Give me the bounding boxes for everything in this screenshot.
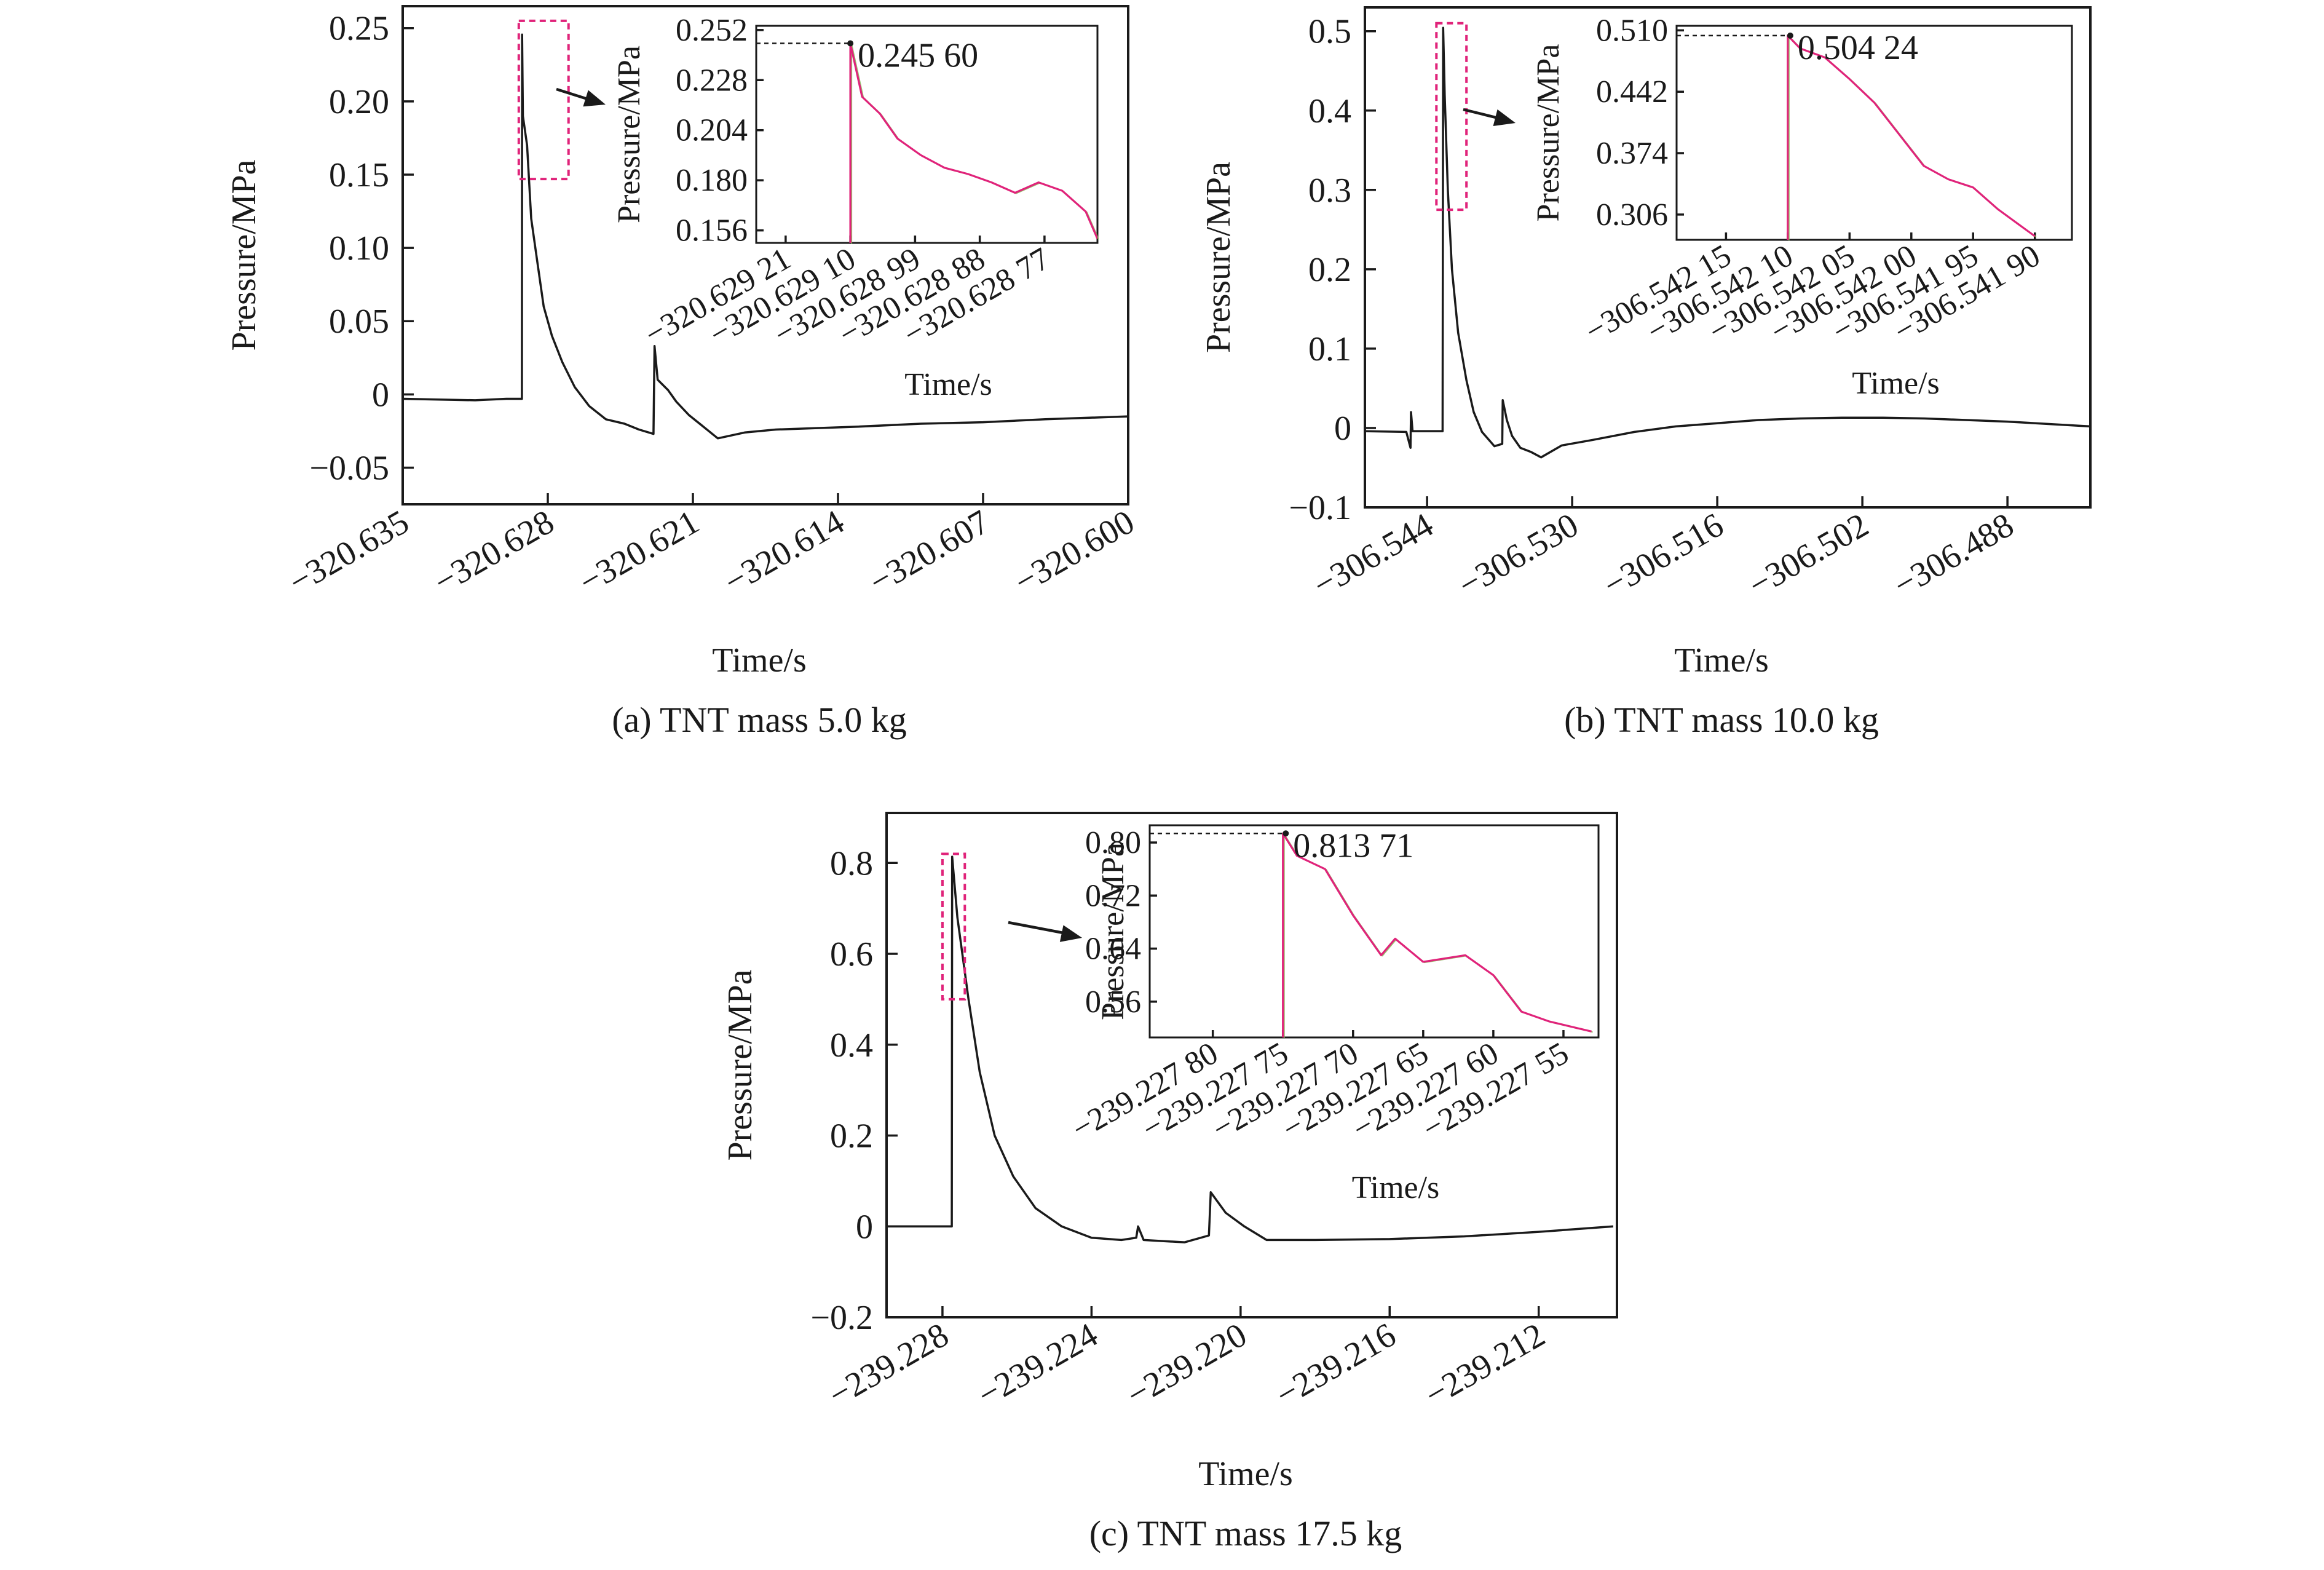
- chart-panel-3: −0.200.20.40.60.8−239.228 −239.224 −239.22…: [721, 812, 1618, 1553]
- peak-value-label: 0.813 71: [1293, 827, 1413, 865]
- x-axis-label: Time/s: [712, 641, 807, 680]
- peak-marker: [1283, 830, 1289, 837]
- inset-x-axis-label: Time/s: [1352, 1170, 1440, 1205]
- inset-y-tick-label: 0.56: [1085, 985, 1141, 1020]
- x-axis-label: Time/s: [1198, 1455, 1293, 1493]
- x-axis-label: Time/s: [1674, 641, 1769, 680]
- arrow-head-icon: [1493, 109, 1516, 127]
- inset-x-axis-label: Time/s: [904, 367, 992, 402]
- x-tick-label: −239.212: [1418, 1316, 1551, 1414]
- inset-y-axis-label: Pressure/MPa: [1096, 842, 1131, 1020]
- y-tick-label: 0.25: [329, 10, 389, 48]
- y-tick-label: 0.4: [830, 1026, 873, 1065]
- panel-caption: (b) TNT mass 10.0 kg: [1564, 700, 1879, 740]
- inset-chart: 0.560.640.720.80−239.227 80−239.227 75−2…: [1066, 824, 1600, 1205]
- peak-marker: [1787, 32, 1793, 39]
- x-tick-label: −239.224: [971, 1316, 1104, 1414]
- y-tick-label: 0.4: [1308, 92, 1351, 130]
- x-tick-label: −320.607: [863, 503, 996, 601]
- peak-marker: [847, 40, 854, 47]
- x-tick-label: −306.516: [1597, 506, 1730, 605]
- y-tick-label: 0.8: [830, 844, 873, 882]
- y-tick-label: 0.2: [830, 1117, 873, 1156]
- y-tick-label: −0.05: [309, 449, 389, 487]
- y-tick-label: 0.15: [329, 156, 389, 194]
- y-tick-label: 0.1: [1308, 330, 1351, 368]
- x-tick-label: −320.621: [573, 503, 706, 601]
- y-tick-label: 0.2: [1308, 251, 1351, 289]
- inset-y-tick-label: 0.374: [1596, 136, 1668, 171]
- plot-frame: [401, 5, 1129, 505]
- peak-value-label: 0.245 60: [858, 37, 978, 75]
- x-tick-label: −239.216: [1270, 1316, 1402, 1414]
- inset-y-tick-label: 0.252: [676, 13, 748, 48]
- chart-panel-2: −0.100.10.20.30.40.5−306.544 −306.530 −306…: [1200, 6, 2092, 740]
- inset-frame: [1148, 824, 1600, 1039]
- inset-y-tick-label: 0.510: [1596, 13, 1668, 48]
- inset-y-tick-label: 0.442: [1596, 74, 1668, 109]
- inset-x-axis-label: Time/s: [1852, 366, 1940, 401]
- y-tick-label: 0.10: [329, 229, 389, 268]
- inset-y-axis-label: Pressure/MPa: [612, 46, 647, 223]
- y-tick-label: 0.6: [830, 935, 873, 973]
- x-tick-label: −320.628: [428, 503, 561, 601]
- y-tick-label: 0.20: [329, 83, 389, 121]
- y-tick-label: 0: [856, 1208, 873, 1246]
- y-tick-label: −0.2: [810, 1299, 873, 1337]
- x-tick-label: −306.502: [1742, 506, 1875, 605]
- pressure-trace: [887, 855, 1614, 1243]
- y-tick-label: 0.3: [1308, 172, 1351, 210]
- arrow-head-icon: [1059, 925, 1082, 942]
- x-tick-label: −320.614: [718, 503, 851, 601]
- y-axis-label: Pressure/MPa: [1200, 162, 1238, 353]
- zoom-region-box: [517, 19, 570, 181]
- inset-y-tick-label: 0.72: [1085, 878, 1141, 913]
- inset-y-tick-label: 0.228: [676, 63, 748, 98]
- x-tick-label: −320.635: [283, 503, 416, 601]
- x-tick-label: −320.600: [1008, 503, 1141, 601]
- y-tick-label: 0: [372, 376, 389, 414]
- inset-y-tick-label: 0.64: [1085, 932, 1141, 967]
- arrow-head-icon: [583, 90, 606, 107]
- pressure-trace: [1364, 26, 2091, 459]
- inset-y-tick-label: 0.204: [676, 113, 748, 148]
- x-tick-label: −239.220: [1120, 1316, 1253, 1414]
- y-tick-label: −0.1: [1289, 489, 1351, 527]
- peak-value-label: 0.504 24: [1798, 29, 1918, 67]
- inset-frame: [755, 25, 1099, 244]
- plot-frame: [885, 812, 1618, 1318]
- y-tick-label: 0.5: [1308, 13, 1351, 51]
- inset-y-tick-label: 0.180: [676, 163, 748, 198]
- inset-y-tick-label: 0.80: [1085, 825, 1141, 860]
- panel-caption: (a) TNT mass 5.0 kg: [612, 700, 907, 740]
- inset-pressure-trace: [1282, 832, 1592, 1037]
- y-tick-label: 0.05: [329, 303, 389, 341]
- zoom-arrow: [1008, 921, 1070, 936]
- x-tick-label: −306.488: [1887, 506, 2020, 605]
- x-tick-label: −306.530: [1452, 506, 1585, 605]
- inset-y-tick-label: 0.156: [676, 213, 748, 248]
- inset-frame: [1675, 25, 2073, 241]
- y-tick-label: 0: [1334, 410, 1351, 448]
- inset-y-tick-label: 0.306: [1596, 197, 1668, 232]
- zoom-region-box: [941, 852, 966, 1001]
- plot-frame: [1364, 6, 2092, 509]
- y-axis-label: Pressure/MPa: [225, 159, 263, 351]
- panel-caption: (c) TNT mass 17.5 kg: [1089, 1513, 1402, 1553]
- pressure-trace: [402, 33, 1129, 440]
- inset-pressure-trace: [1787, 34, 2036, 240]
- y-axis-label: Pressure/MPa: [721, 969, 759, 1160]
- inset-y-axis-label: Pressure/MPa: [1531, 44, 1566, 222]
- zoom-region-box: [1435, 22, 1468, 212]
- inset-pressure-trace: [849, 42, 1097, 243]
